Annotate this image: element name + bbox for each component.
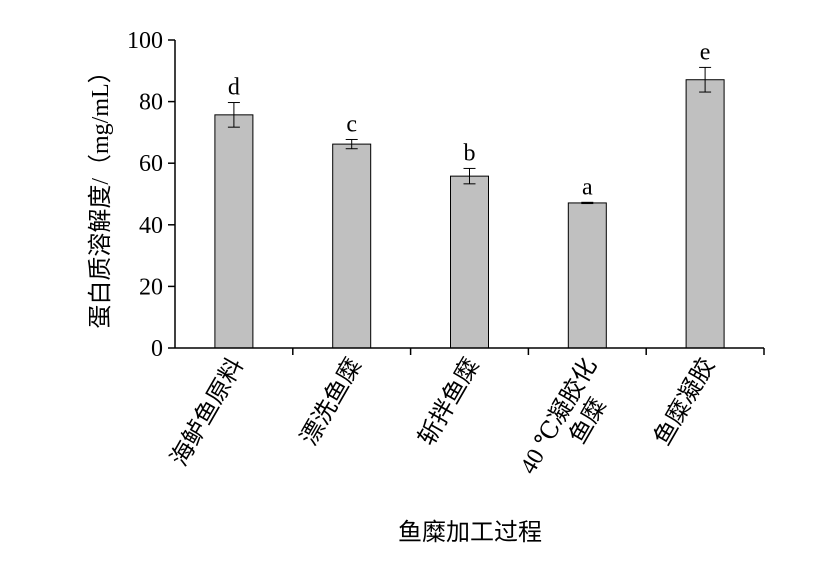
y-tick-label: 0 <box>151 336 163 362</box>
bar <box>567 202 607 349</box>
y-tick-label: 80 <box>139 90 163 116</box>
error-bar <box>581 201 594 205</box>
value-label: d <box>228 75 240 101</box>
error-bar <box>463 167 476 185</box>
y-tick-label: 60 <box>139 151 163 177</box>
y-tick-label: 40 <box>139 213 163 239</box>
x-tick-label: 海鲈鱼原料 <box>166 354 249 471</box>
bar <box>450 175 489 349</box>
y-tick-label: 20 <box>139 274 163 300</box>
value-label: e <box>700 39 711 65</box>
x-tick-label: 斩拌鱼糜 <box>413 354 484 451</box>
bar <box>214 114 254 349</box>
bar <box>685 79 725 349</box>
x-tick-label: 漂洗鱼糜 <box>296 354 367 451</box>
x-tick-label: 40 ℃凝胶化鱼糜 <box>515 354 627 493</box>
value-label: b <box>464 140 476 166</box>
error-bar <box>227 102 240 128</box>
value-label: a <box>582 174 593 200</box>
y-tick-label: 100 <box>127 28 163 54</box>
error-bar <box>699 66 712 93</box>
value-label: c <box>346 111 357 137</box>
x-tick-label: 鱼糜凝胶 <box>649 354 720 451</box>
x-axis-label: 鱼糜加工过程 <box>398 519 542 546</box>
bar <box>332 143 372 349</box>
error-bar <box>345 138 358 150</box>
y-axis-label: 蛋白质溶解度/（mg/mL） <box>87 59 114 328</box>
